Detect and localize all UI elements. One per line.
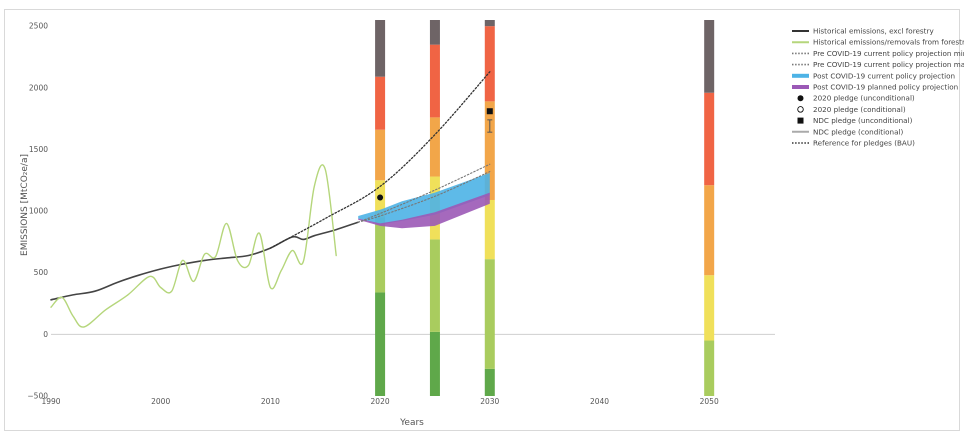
- x-tick-label: 2010: [261, 397, 280, 406]
- legend-entry-label: NDC pledge (conditional): [813, 127, 903, 136]
- x-tick-label: 1990: [41, 397, 60, 406]
- y-tick-label: 500: [34, 268, 49, 277]
- legend-swatch-band: [792, 85, 809, 89]
- rating-bar-segment-2025: [429, 117, 440, 177]
- rating-bar-segment-2050: [704, 275, 715, 341]
- rating-bar-segment-2050: [704, 92, 715, 186]
- rating-bar-segment-2030: [484, 101, 495, 200]
- rating-bar-segment-2020: [375, 292, 386, 396]
- x-tick-label: 2030: [480, 397, 499, 406]
- x-axis-title: Years: [399, 418, 424, 428]
- x-tick-label: 2050: [700, 397, 719, 406]
- y-tick-label: 2500: [29, 22, 48, 31]
- rating-bar-segment-2030: [484, 26, 495, 102]
- historical-emissions-line: [50, 221, 359, 301]
- legend-entry-label: Historical emissions, excl forestry: [813, 27, 934, 36]
- y-axis-title: EMISSIONS [MtCO₂e/a]: [20, 154, 30, 256]
- forestry-line: [50, 164, 337, 328]
- series-lines-layer: [50, 71, 491, 328]
- pledge-markers-layer: [377, 108, 493, 201]
- legend-entry-label: 2020 pledge (unconditional): [813, 94, 915, 103]
- rating-bar-segment-2030: [484, 20, 495, 27]
- rating-bar-segment-2030: [484, 368, 495, 396]
- rating-bar-segment-2020: [375, 129, 386, 181]
- x-tick-label: 2020: [371, 397, 390, 406]
- y-tick-label: 0: [43, 330, 48, 339]
- rating-bar-segment-2020: [375, 76, 386, 130]
- legend-entry-label: Post COVID-19 current policy projection: [813, 71, 955, 80]
- legend-swatch-band: [792, 73, 809, 78]
- rating-bar-segment-2025: [429, 331, 440, 396]
- rating-bar-segment-2025: [429, 20, 440, 45]
- bau-reference-line: [269, 71, 491, 249]
- rating-bar-segment-2025: [429, 44, 440, 118]
- legend-entry-label: Pre COVID-19 current policy projection m…: [813, 49, 964, 58]
- pre-covid-max-line: [357, 163, 491, 223]
- ndc-pledge-unconditional-square: [486, 108, 493, 115]
- pre-covid-min-line: [357, 171, 491, 223]
- y-tick-label: 1000: [29, 207, 48, 216]
- y-tick-label: 1500: [29, 145, 48, 154]
- pledge-2020-unconditional-dot: [377, 194, 384, 201]
- legend-swatch-circle: [797, 106, 804, 113]
- rating-bar-segment-2030: [484, 259, 495, 369]
- legend-entry-label: Historical emissions/removals from fores…: [813, 38, 964, 47]
- rating-bar-segment-2020: [375, 20, 386, 77]
- rating-bar-segment-2050: [704, 20, 715, 93]
- rating-bar-segment-2025: [429, 239, 440, 332]
- legend-entry-label: NDC pledge (unconditional): [813, 116, 913, 125]
- legend-swatch-dot: [797, 95, 804, 102]
- projection-band: [358, 172, 490, 225]
- projection-bands-layer: [358, 172, 490, 229]
- legend: Historical emissions, excl forestry Histo…: [792, 27, 964, 148]
- x-tick-label: 2000: [151, 397, 170, 406]
- projection-band: [358, 192, 490, 229]
- legend-entry-label: 2020 pledge (conditional): [813, 105, 906, 114]
- rating-bars-layer: [375, 20, 715, 396]
- legend-entry-label: Reference for pledges (BAU): [813, 139, 915, 148]
- x-tick-label: 2040: [590, 397, 609, 406]
- y-tick-label: 2000: [29, 83, 48, 92]
- legend-swatch-square: [797, 117, 804, 124]
- rating-bar-segment-2050: [704, 185, 715, 276]
- rating-bar-segment-2020: [375, 217, 386, 293]
- chart-frame: [4, 9, 960, 431]
- legend-entry-label: Pre COVID-19 current policy projection m…: [813, 60, 964, 69]
- rating-bar-segment-2050: [704, 340, 715, 396]
- rating-bar-segment-2030: [484, 199, 495, 260]
- y-tick-label: −500: [27, 392, 48, 401]
- legend-entry-label: Post COVID-19 planned policy projection: [813, 83, 958, 92]
